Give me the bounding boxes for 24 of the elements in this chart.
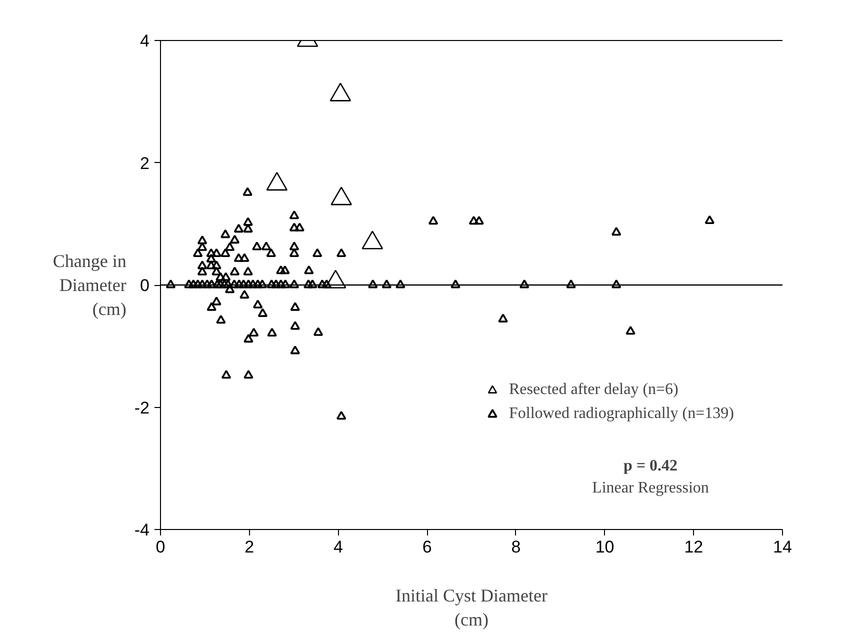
x-tick-label: 8 xyxy=(511,538,521,556)
annotation: Linear Regression xyxy=(592,480,709,496)
x-tick-label: 14 xyxy=(773,538,792,556)
x-tick-label: 10 xyxy=(595,538,614,556)
y-tick-label: 2 xyxy=(140,154,150,173)
annotation: p = 0.42 xyxy=(623,458,678,474)
y-tick-label: 0 xyxy=(140,276,150,295)
y-tick-label: -4 xyxy=(134,520,150,540)
x-tick-label: 4 xyxy=(333,538,343,556)
y-tick-label: 4 xyxy=(140,32,150,50)
point xyxy=(362,230,384,250)
x-tick-label: 0 xyxy=(156,538,166,556)
x-tick-label: 6 xyxy=(422,538,432,556)
legend-label: Followed radiographically (n=139) xyxy=(509,405,734,423)
y-axis-title: Change in Diameter (cm) xyxy=(52,251,126,319)
point xyxy=(266,172,288,191)
legend-label: Resected after delay (n=6) xyxy=(509,381,678,399)
point xyxy=(324,270,346,288)
point xyxy=(330,186,352,206)
x-tick-label: 12 xyxy=(684,538,704,556)
y-tick-label: -2 xyxy=(134,398,150,418)
x-tick-label: 2 xyxy=(244,538,254,556)
point xyxy=(330,82,352,102)
x-axis-title: Initial Cyst Diameter (cm) xyxy=(396,586,548,630)
